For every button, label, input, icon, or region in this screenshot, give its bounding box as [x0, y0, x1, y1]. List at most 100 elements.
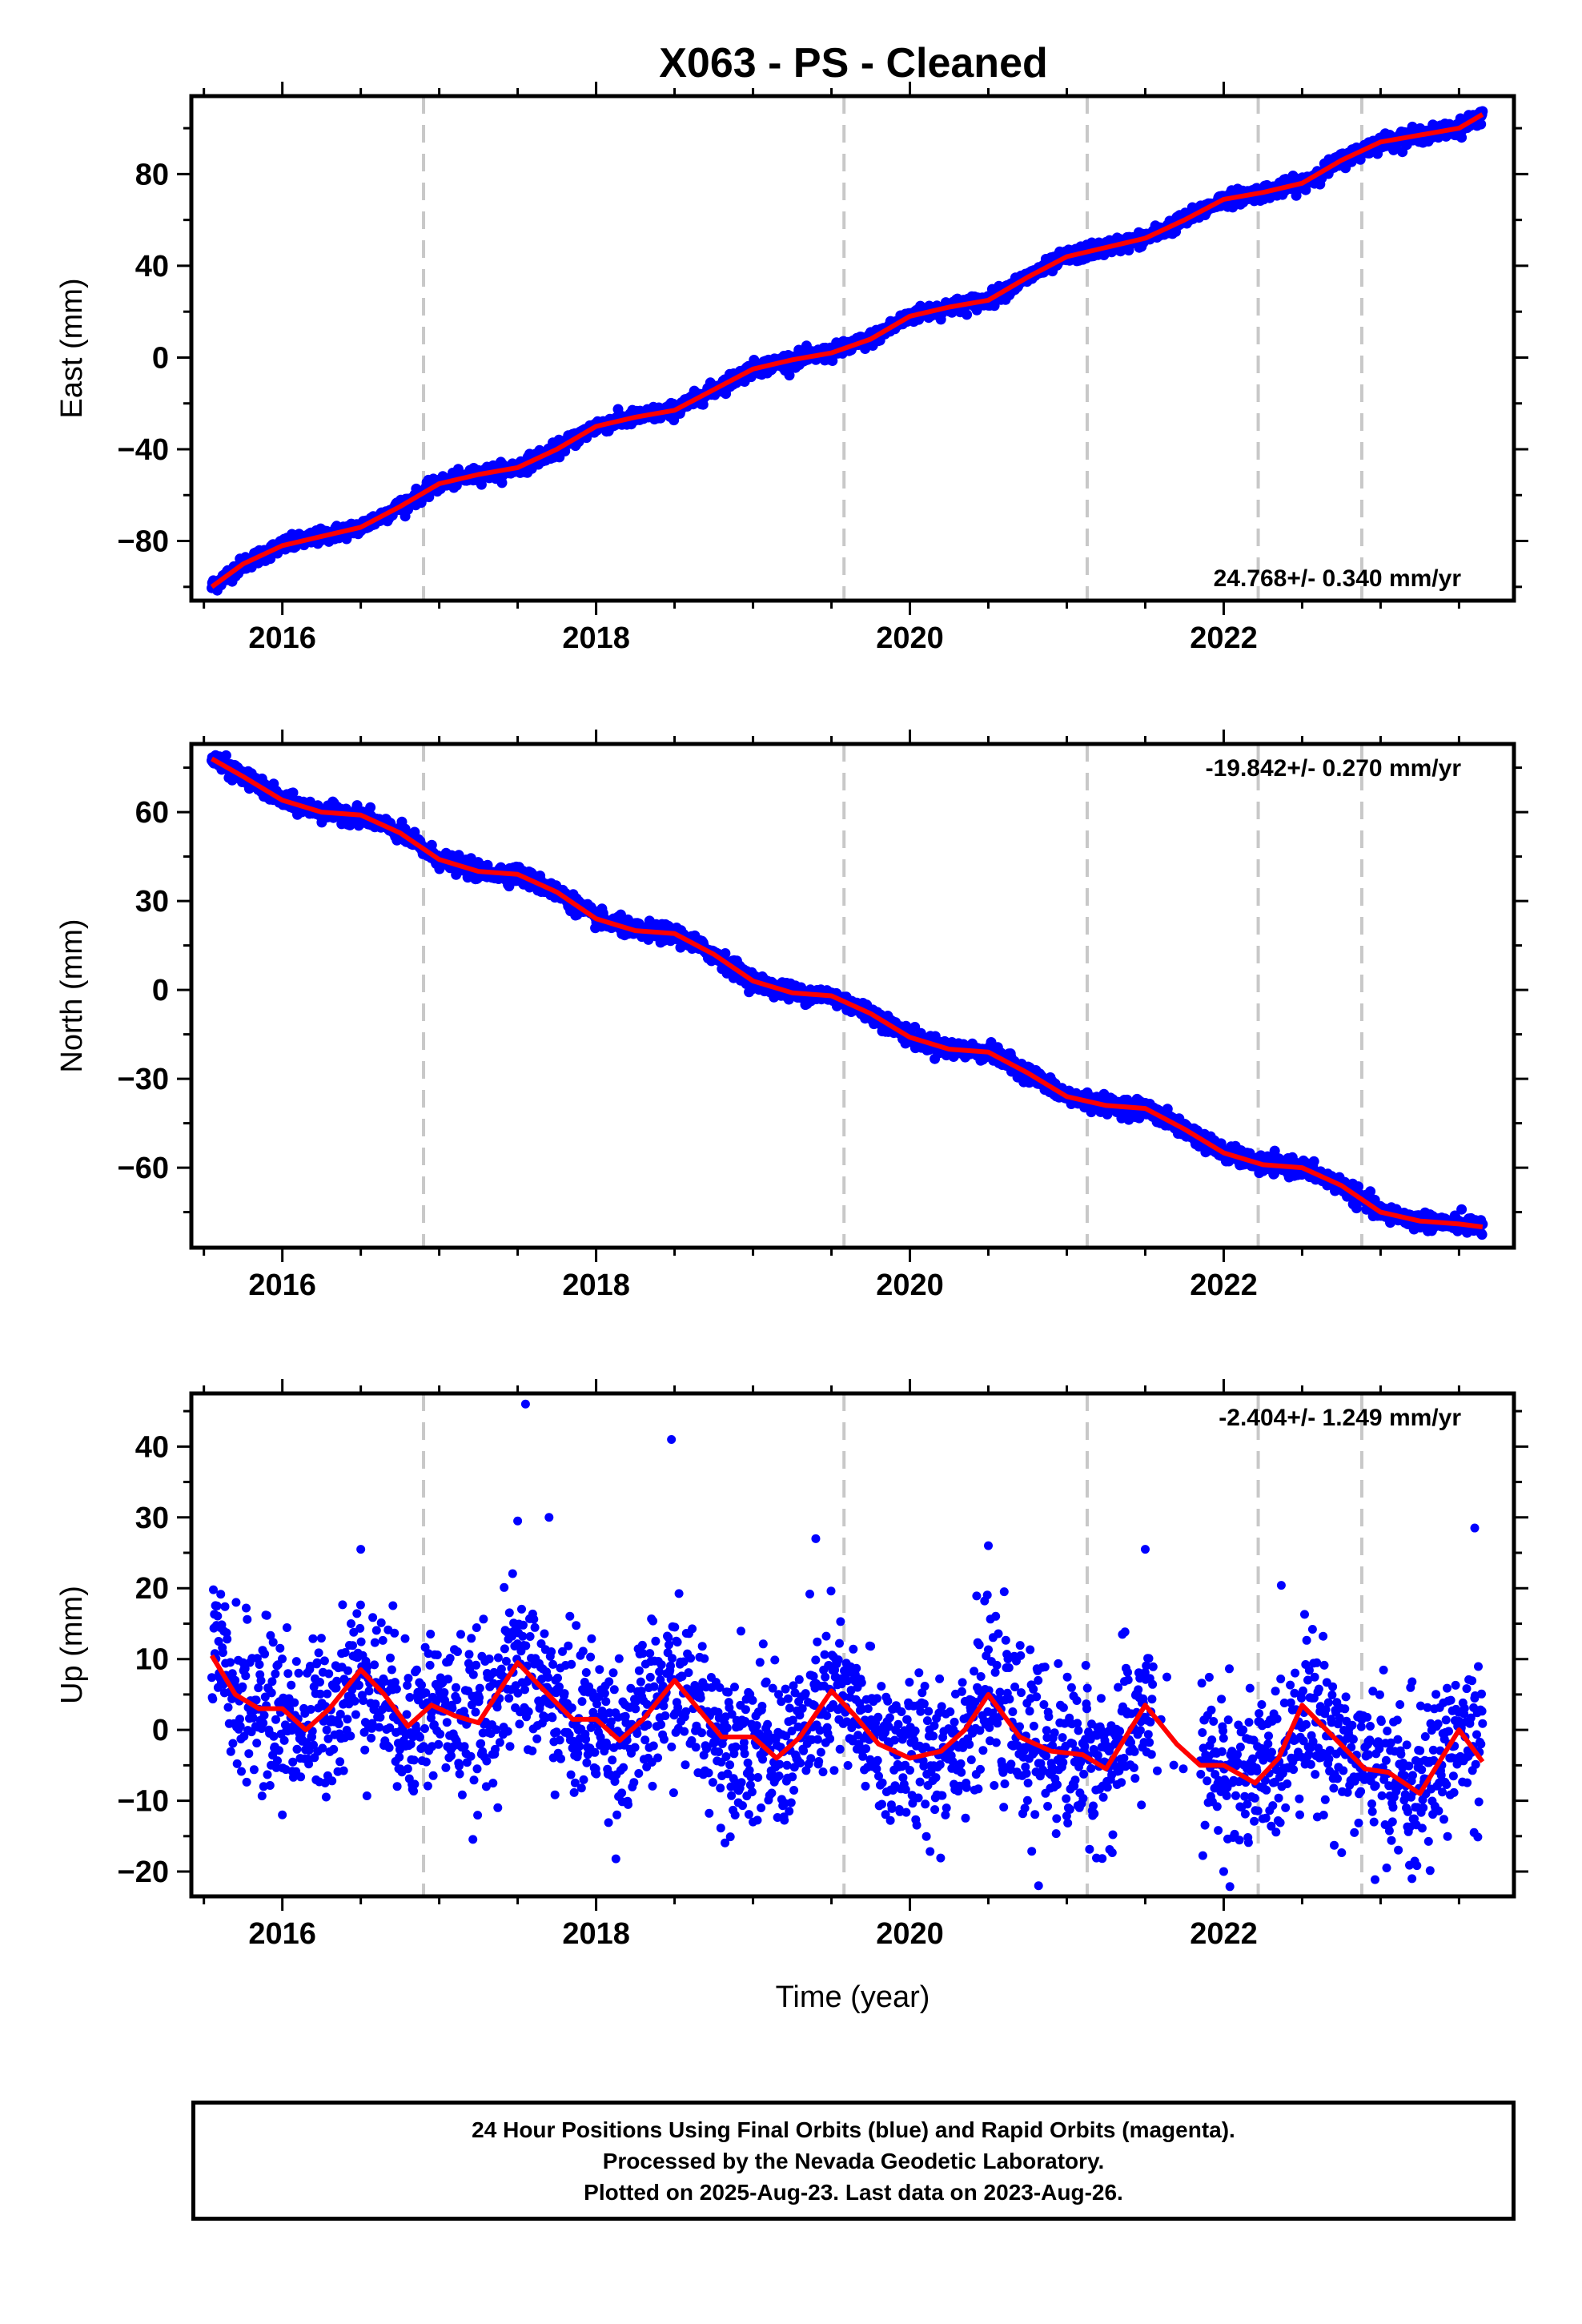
data-point [271, 1669, 280, 1679]
data-point [329, 1744, 339, 1754]
data-point [223, 1703, 233, 1712]
y-tick-label: 30 [135, 885, 169, 919]
data-point [252, 1739, 262, 1748]
data-point [242, 1777, 251, 1787]
data-point [259, 1711, 269, 1720]
data-point [218, 1648, 227, 1658]
data-point [262, 1610, 271, 1620]
data-point [243, 1614, 252, 1624]
data-point [231, 1675, 240, 1685]
data-point [314, 1648, 323, 1658]
data-point [231, 1598, 241, 1607]
data-point [235, 1722, 245, 1731]
data-point [271, 1763, 281, 1772]
data-point [238, 1682, 247, 1691]
y-tick-label: 40 [135, 250, 169, 283]
data-point [257, 1791, 267, 1801]
data-point [279, 1735, 289, 1745]
y-tick-label: −30 [118, 1063, 169, 1096]
data-point [306, 1705, 315, 1714]
data-point [268, 1638, 278, 1647]
velocity-label: 24.768+/- 0.340 mm/yr [1214, 565, 1462, 592]
plot-frame-north [189, 742, 1516, 1250]
x-tick-label: 2020 [876, 1269, 944, 1302]
data-point [209, 1585, 218, 1594]
data-point [288, 1757, 298, 1767]
data-point [1353, 1181, 1363, 1192]
data-point [316, 1634, 326, 1643]
x-tick-label: 2016 [248, 1269, 316, 1302]
data-point [273, 1756, 282, 1766]
data-point [308, 1634, 318, 1643]
data-point [212, 1601, 222, 1610]
data-point [220, 750, 231, 761]
data-point [315, 1689, 325, 1699]
data-point [321, 1792, 331, 1802]
data-point [278, 1655, 287, 1663]
data-point [227, 1669, 237, 1679]
data-point [1456, 1204, 1468, 1215]
y-tick-label: −80 [118, 525, 169, 559]
y-tick-label: 0 [152, 341, 169, 375]
data-point [1162, 1104, 1173, 1115]
x-tick-label: 2016 [248, 621, 316, 655]
data-point [294, 1668, 303, 1678]
data-point [287, 1680, 296, 1690]
data-point [242, 1603, 251, 1613]
data-point [235, 1715, 244, 1724]
y-tick-label: 0 [152, 974, 169, 1007]
data-point [315, 1678, 324, 1687]
data-point [207, 1673, 216, 1683]
x-tick-label: 2022 [1190, 1269, 1258, 1302]
data-point [227, 1694, 237, 1703]
data-point [254, 1683, 263, 1693]
data-point [263, 1770, 272, 1779]
data-point [1476, 119, 1487, 130]
data-point [282, 1623, 291, 1632]
data-point [309, 1740, 318, 1750]
y-tick-label: −60 [118, 1152, 169, 1185]
data-point [320, 1778, 330, 1787]
figure-title: X063 - PS - Cleaned [659, 40, 1048, 86]
data-point [269, 1731, 279, 1741]
points-up [207, 1399, 1488, 1892]
data-point [237, 1767, 246, 1776]
data-point [615, 909, 626, 920]
data-point [323, 1734, 333, 1743]
x-tick-label: 2018 [562, 621, 630, 655]
data-point [1365, 1186, 1376, 1197]
data-point [220, 1602, 230, 1611]
data-point [271, 1715, 280, 1724]
data-point [312, 1658, 322, 1667]
y-axis-label: North (mm) [55, 919, 89, 1072]
data-point [255, 1660, 264, 1669]
data-point [318, 1743, 327, 1753]
data-point [292, 1744, 302, 1754]
data-point [962, 309, 973, 320]
x-tick-label: 2020 [876, 621, 944, 655]
data-point [226, 1658, 235, 1667]
data-point [365, 802, 376, 813]
data-point [1308, 1156, 1319, 1167]
x-tick-label: 2022 [1190, 621, 1258, 655]
data-point [291, 1657, 301, 1667]
data-point [323, 1689, 332, 1699]
data-point [287, 787, 299, 798]
y-tick-label: −40 [118, 433, 169, 467]
data-point [1476, 1229, 1488, 1240]
y-axis-label: East (mm) [55, 278, 89, 418]
data-point [324, 1669, 334, 1679]
data-point [275, 1643, 285, 1653]
data-point [232, 1759, 242, 1768]
data-point [283, 1669, 293, 1679]
data-point [265, 1781, 275, 1790]
data-point [784, 370, 795, 381]
data-point [327, 1776, 337, 1786]
data-point [322, 1725, 331, 1735]
x-tick-label: 2018 [562, 1269, 630, 1302]
